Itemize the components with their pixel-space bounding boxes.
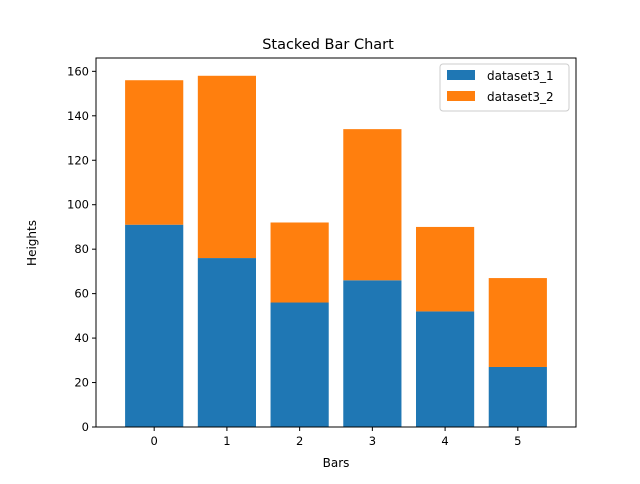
y-tick-label-40: 40 [74, 331, 89, 345]
y-tick-label-0: 0 [82, 420, 89, 434]
y-tick-label-80: 80 [74, 242, 89, 256]
y-tick-label-160: 160 [67, 64, 89, 78]
x-tick-label-1: 1 [223, 434, 230, 448]
bar-dataset3_2-3 [343, 129, 402, 281]
bar-dataset3_2-2 [270, 222, 329, 303]
bar-dataset3_1-1 [197, 258, 256, 427]
bar-dataset3_1-0 [125, 224, 184, 427]
y-tick-label-20: 20 [74, 376, 89, 390]
legend-label-dataset3_1: dataset3_1 [487, 69, 554, 83]
bar-dataset3_2-5 [488, 278, 547, 367]
bar-dataset3_2-1 [197, 75, 256, 259]
x-axis: 0 1 2 3 4 5 [151, 427, 521, 448]
legend-label-dataset3_2: dataset3_2 [487, 90, 554, 104]
legend-swatch-dataset3_2 [447, 91, 475, 101]
y-tick-label-100: 100 [67, 198, 89, 212]
bar-dataset3_2-4 [416, 226, 475, 312]
bar-dataset3_1-5 [488, 366, 547, 427]
chart-title: Stacked Bar Chart [262, 37, 394, 53]
legend-swatch-dataset3_1 [447, 70, 475, 80]
y-axis-label: Heights [25, 220, 39, 266]
y-tick-label-140: 140 [67, 109, 89, 123]
y-tick-label-120: 120 [67, 153, 89, 167]
x-tick-label-0: 0 [151, 434, 158, 448]
bar-dataset3_1-2 [270, 302, 329, 427]
bars-layer [125, 75, 547, 427]
y-axis: 0 20 40 60 80 100 120 140 160 [67, 64, 96, 434]
x-tick-label-3: 3 [369, 434, 376, 448]
legend: dataset3_1 dataset3_2 [439, 63, 570, 112]
bar-dataset3_1-3 [343, 280, 402, 427]
y-tick-label-60: 60 [74, 287, 89, 301]
bar-dataset3_1-4 [416, 311, 475, 427]
x-tick-label-5: 5 [514, 434, 521, 448]
x-tick-label-4: 4 [441, 434, 448, 448]
x-tick-label-2: 2 [296, 434, 303, 448]
plot-frame [95, 57, 577, 428]
x-axis-label: Bars [323, 456, 350, 470]
bar-dataset3_2-0 [125, 80, 184, 225]
